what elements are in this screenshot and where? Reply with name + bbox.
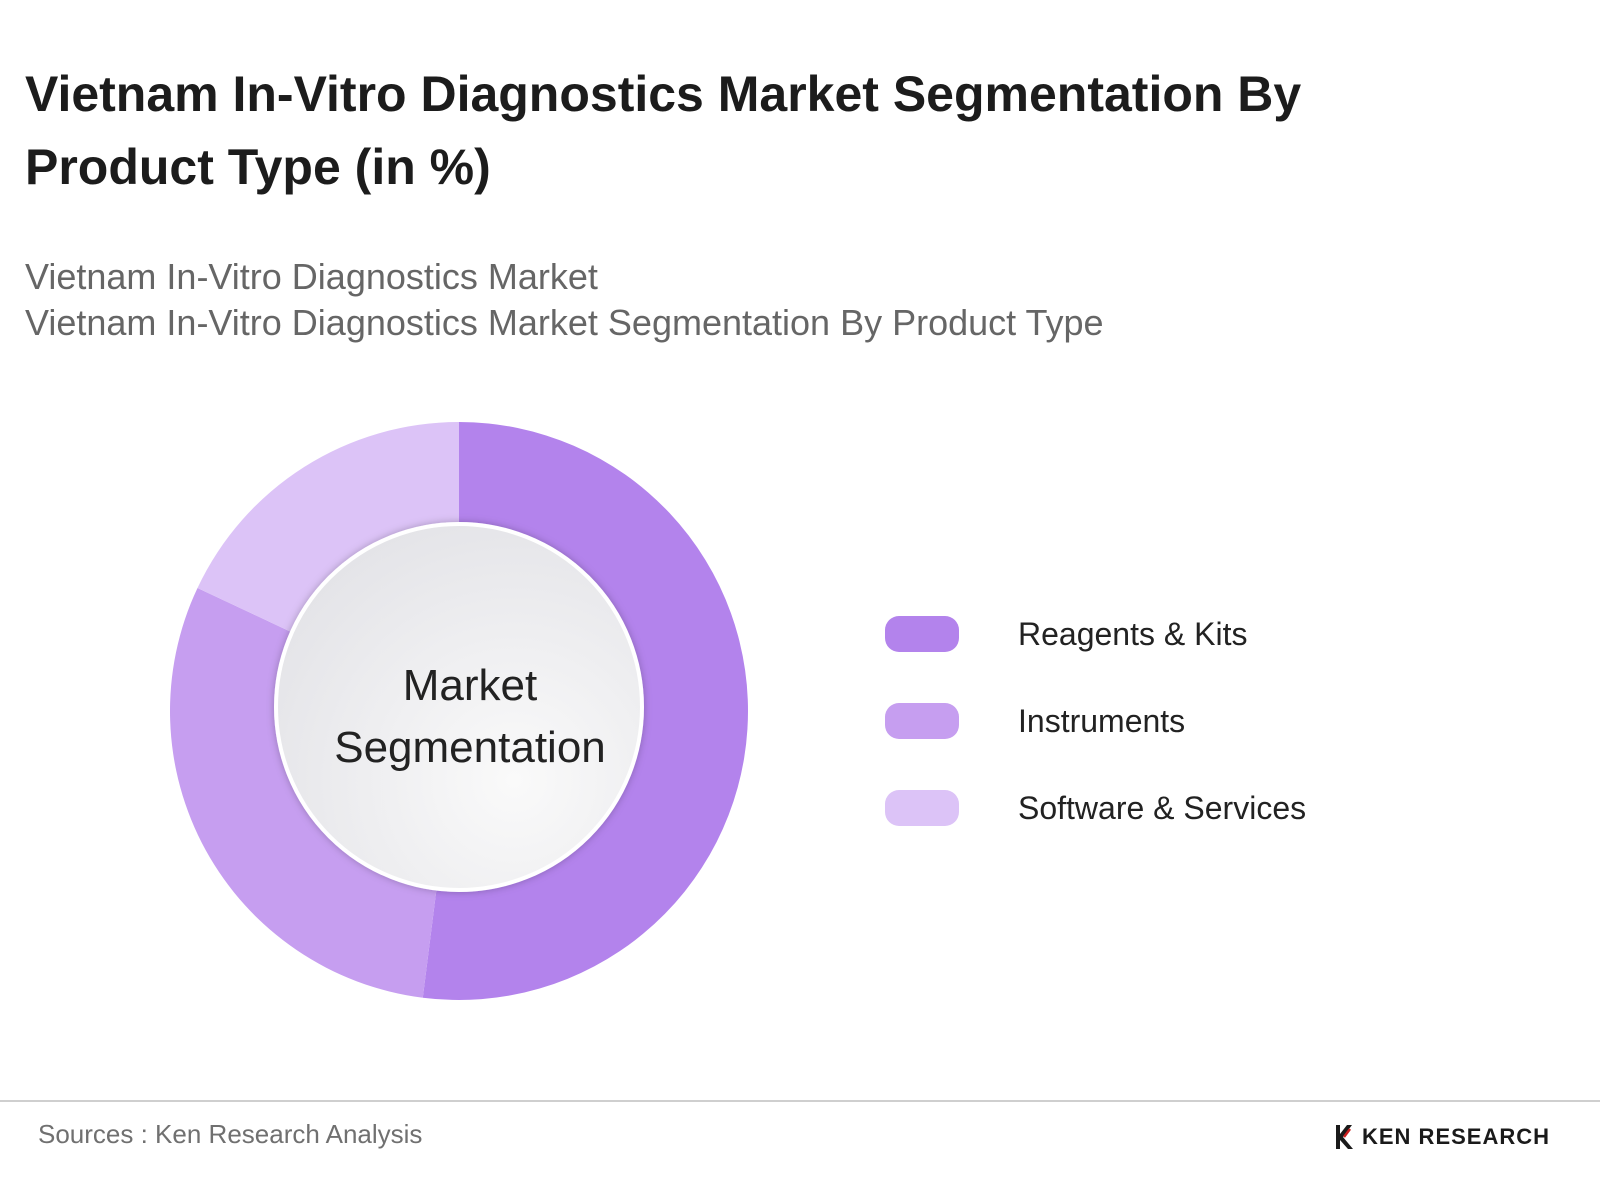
legend-swatch: [885, 790, 959, 826]
subtitle-line-1: Vietnam In-Vitro Diagnostics Market: [25, 256, 598, 297]
subtitle: Vietnam In-Vitro Diagnostics Market Viet…: [25, 254, 1104, 346]
legend-label: Instruments: [1018, 703, 1186, 739]
legend-swatch: [885, 703, 959, 739]
donut-chart: [170, 422, 748, 1000]
donut-slices: [170, 422, 748, 1000]
legend-label: Reagents & Kits: [1018, 616, 1248, 652]
center-label-line-2: Segmentation: [334, 723, 606, 772]
center-label-line-1: Market: [402, 661, 538, 710]
subtitle-line-2: Vietnam In-Vitro Diagnostics Market Segm…: [25, 302, 1104, 343]
legend-swatch: [885, 616, 959, 652]
ken-research-logo: KEN RESEARCH: [1334, 1122, 1550, 1152]
logo-text: KEN RESEARCH: [1362, 1124, 1551, 1149]
footer-divider: [0, 1100, 1600, 1102]
ken-research-logo-icon: [1336, 1125, 1353, 1149]
slice-instruments: [170, 587, 437, 998]
page-title: Vietnam In-Vitro Diagnostics Market Segm…: [25, 66, 1302, 195]
legend-label: Software & Services: [1018, 790, 1307, 826]
slice-software-services: [197, 422, 459, 637]
source-note: Sources : Ken Research Analysis: [38, 1119, 423, 1149]
donut-center: [274, 522, 644, 892]
donut-center-label: Market Segmentation: [290, 655, 650, 779]
slice-reagents-kits: [422, 422, 748, 1000]
